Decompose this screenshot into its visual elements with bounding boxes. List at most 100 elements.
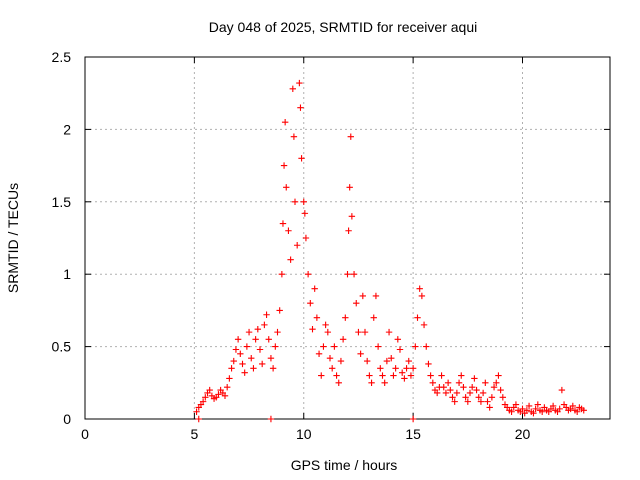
data-point <box>407 372 415 379</box>
data-point <box>320 343 327 350</box>
data-point <box>377 365 384 372</box>
data-point <box>558 386 566 394</box>
data-point <box>297 104 304 111</box>
data-point <box>285 227 292 234</box>
data-point <box>337 357 345 365</box>
data-point <box>398 369 406 376</box>
data-point <box>287 256 294 263</box>
data-point <box>357 350 364 358</box>
data-point <box>409 415 417 423</box>
data-point <box>206 386 213 394</box>
data-point <box>429 379 437 386</box>
data-point <box>444 379 452 386</box>
data-point <box>549 402 557 410</box>
data-point <box>261 321 268 329</box>
data-point <box>333 372 340 379</box>
data-point <box>307 299 314 307</box>
data-point <box>234 336 242 343</box>
data-point <box>245 328 253 336</box>
data-point <box>304 271 312 278</box>
data-point <box>486 404 493 411</box>
data-point <box>440 383 447 391</box>
data-point <box>523 407 531 414</box>
y-tick-label: 1.5 <box>52 194 72 210</box>
data-point <box>525 402 533 410</box>
data-point <box>433 389 441 397</box>
data-point <box>339 336 347 343</box>
data-point <box>490 383 498 391</box>
data-point <box>298 155 305 162</box>
data-point <box>353 299 360 307</box>
data-point <box>243 343 251 350</box>
x-tick-label: 15 <box>405 426 421 442</box>
data-point <box>447 386 454 394</box>
data-point <box>573 408 581 415</box>
data-point <box>324 328 332 336</box>
data-point <box>473 386 480 394</box>
data-point <box>311 285 318 292</box>
data-point <box>254 326 262 333</box>
data-point <box>471 375 478 382</box>
y-tick-label: 2.5 <box>52 49 72 65</box>
axis-ticks: 0 5 10 15 20 0 0.5 1 1.5 2 2.5 <box>52 49 610 442</box>
data-point <box>394 336 402 343</box>
data-point <box>392 365 399 372</box>
data-point <box>442 389 450 397</box>
data-point <box>263 311 270 318</box>
data-point <box>412 343 419 350</box>
data-point <box>290 133 298 140</box>
data-point <box>344 271 351 278</box>
data-point <box>331 343 338 350</box>
data-point <box>532 405 539 413</box>
x-tick-label: 10 <box>296 426 312 442</box>
plot-frame <box>84 56 611 420</box>
data-point <box>538 408 546 415</box>
data-point <box>401 375 408 382</box>
data-point <box>232 346 240 353</box>
data-point <box>416 285 423 292</box>
data-point <box>423 343 430 350</box>
data-point <box>291 198 299 205</box>
data-point <box>482 379 489 386</box>
data-point <box>228 365 235 372</box>
data-point <box>241 369 248 376</box>
data-point <box>256 346 264 353</box>
data-point <box>512 401 520 408</box>
data-point <box>499 394 507 401</box>
data-point <box>363 357 371 365</box>
data-point <box>497 386 504 394</box>
y-tick-label: 1 <box>63 266 71 282</box>
data-point <box>258 360 266 368</box>
data-point <box>418 292 426 300</box>
data-point <box>534 401 542 408</box>
data-point <box>379 372 386 379</box>
data-point <box>355 328 362 336</box>
x-tick-label: 20 <box>515 426 531 442</box>
data-point <box>449 394 456 401</box>
data-point <box>390 372 397 379</box>
data-point <box>239 360 246 368</box>
data-point <box>427 372 434 379</box>
data-point <box>276 307 283 314</box>
data-point <box>366 372 373 379</box>
data-point <box>368 379 375 386</box>
data-point <box>493 379 500 386</box>
data-point <box>252 336 259 343</box>
data-point <box>193 408 200 415</box>
x-axis-label: GPS time / hours <box>291 457 398 473</box>
data-point <box>315 350 323 358</box>
data-point <box>479 389 487 397</box>
data-point <box>296 79 303 87</box>
data-point <box>359 292 367 300</box>
data-point <box>230 357 237 365</box>
data-markers <box>193 79 587 423</box>
data-point <box>451 398 458 405</box>
data-point <box>468 383 476 391</box>
data-point <box>199 398 207 405</box>
data-point <box>458 372 465 379</box>
data-point <box>569 402 577 410</box>
data-point <box>280 162 288 169</box>
data-point <box>328 365 336 372</box>
data-point <box>477 398 485 405</box>
